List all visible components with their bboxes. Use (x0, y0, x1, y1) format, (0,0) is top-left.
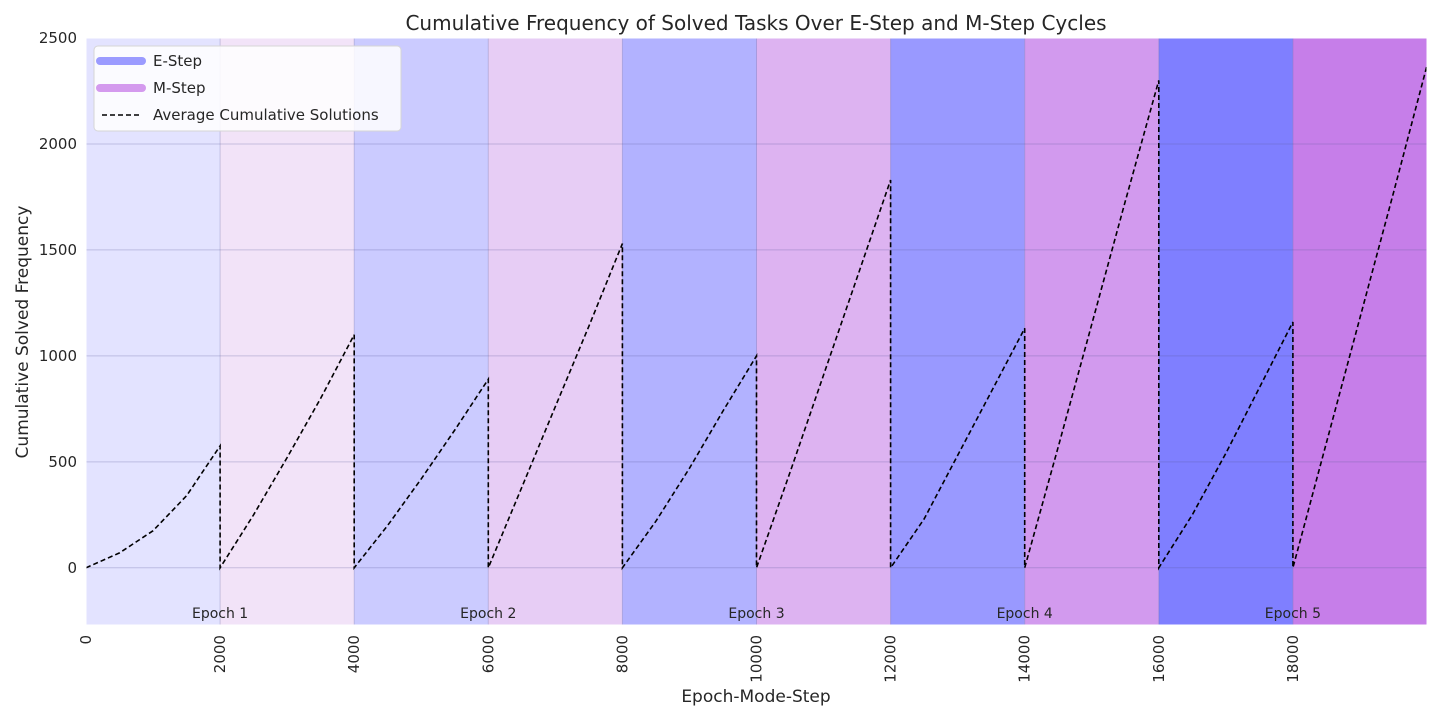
mode-bands (86, 38, 1427, 625)
band-4 (488, 38, 623, 625)
y-tick-label: 2000 (39, 135, 77, 153)
epoch-label: Epoch 1 (192, 606, 248, 622)
x-tick-label: 18000 (1284, 635, 1302, 683)
x-tick-label: 2000 (211, 635, 229, 673)
plot-frame (85, 37, 1428, 626)
x-tick-label: 14000 (1016, 635, 1034, 683)
band-10 (1292, 38, 1427, 625)
band-2 (220, 38, 355, 625)
y-axis-label: Cumulative Solved Frequency (13, 206, 33, 459)
legend-label: E-Step (153, 52, 202, 70)
x-tick-label: 4000 (345, 635, 363, 673)
x-tick-label: 12000 (882, 635, 900, 683)
series-lines (85, 65, 1428, 571)
y-tick-labels: 0 500 1000 1500 2000 2500 (39, 29, 77, 577)
y-tick-label: 1000 (39, 347, 77, 365)
y-tick-label: 0 (67, 559, 77, 577)
band-5 (622, 38, 757, 625)
legend: E-Step M-Step Average Cumulative Solutions (93, 45, 402, 132)
epoch-label: Epoch 5 (1265, 606, 1321, 622)
epoch-label: Epoch 2 (460, 606, 516, 622)
band-7 (890, 38, 1025, 625)
chart-title: Cumulative Frequency of Solved Tasks Ove… (405, 11, 1106, 35)
band-3 (354, 38, 489, 625)
y-tick-label: 500 (48, 453, 77, 471)
band-9 (1158, 38, 1293, 625)
epoch-label: Epoch 4 (997, 606, 1053, 622)
legend-box (93, 45, 402, 132)
band-8 (1024, 38, 1159, 625)
y-tick-label: 1500 (39, 241, 77, 259)
legend-label: M-Step (153, 79, 206, 97)
x-axis-label: Epoch-Mode-Step (681, 687, 830, 707)
epoch-label: Epoch 3 (728, 606, 784, 622)
x-tick-label: 10000 (748, 635, 766, 683)
x-tick-labels: 0 2000 4000 6000 8000 10000 12000 14000 16000 180… (77, 635, 1302, 683)
series-line (85, 65, 1428, 571)
band-1 (86, 38, 221, 625)
x-tick-label: 6000 (479, 635, 497, 673)
legend-label: Average Cumulative Solutions (153, 106, 379, 124)
y-tick-label: 2500 (39, 29, 77, 47)
x-tick-label: 0 (77, 635, 95, 645)
x-tick-label: 16000 (1150, 635, 1168, 683)
epoch-labels: Epoch 1 Epoch 2 Epoch 3 Epoch 4 Epoch 5 (192, 606, 1321, 622)
x-tick-label: 8000 (613, 635, 631, 673)
band-6 (756, 38, 891, 625)
